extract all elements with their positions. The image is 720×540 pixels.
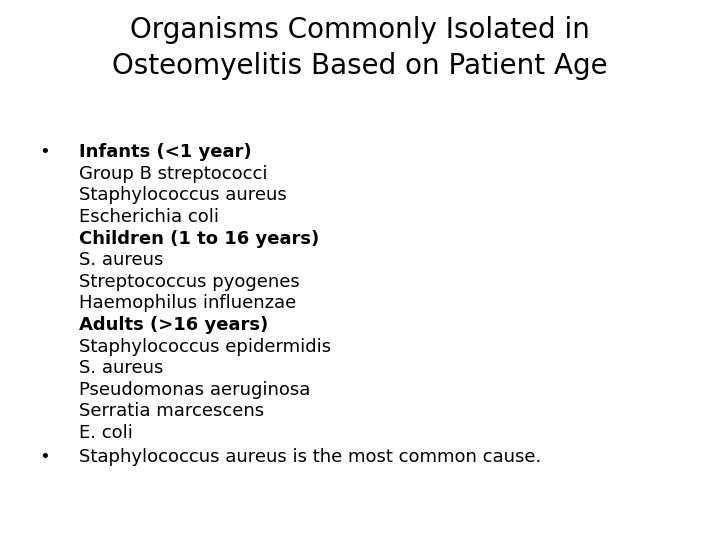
Text: Staphylococcus aureus is the most common cause.: Staphylococcus aureus is the most common… (79, 448, 541, 466)
Text: Staphylococcus aureus: Staphylococcus aureus (79, 186, 287, 204)
Text: Haemophilus influenzae: Haemophilus influenzae (79, 294, 297, 312)
Text: Escherichia coli: Escherichia coli (79, 208, 219, 226)
Text: •: • (40, 448, 50, 466)
Text: Infants (<1 year): Infants (<1 year) (79, 143, 252, 161)
Text: Organisms Commonly Isolated in
Osteomyelitis Based on Patient Age: Organisms Commonly Isolated in Osteomyel… (112, 16, 608, 80)
Text: •: • (40, 143, 50, 161)
Text: Children (1 to 16 years): Children (1 to 16 years) (79, 230, 320, 247)
Text: Staphylococcus epidermidis: Staphylococcus epidermidis (79, 338, 331, 355)
Text: Serratia marcescens: Serratia marcescens (79, 402, 264, 420)
Text: E. coli: E. coli (79, 424, 133, 442)
Text: Streptococcus pyogenes: Streptococcus pyogenes (79, 273, 300, 291)
Text: S. aureus: S. aureus (79, 251, 163, 269)
Text: S. aureus: S. aureus (79, 359, 163, 377)
Text: Pseudomonas aeruginosa: Pseudomonas aeruginosa (79, 381, 310, 399)
Text: Group B streptococci: Group B streptococci (79, 165, 268, 183)
Text: Adults (>16 years): Adults (>16 years) (79, 316, 269, 334)
